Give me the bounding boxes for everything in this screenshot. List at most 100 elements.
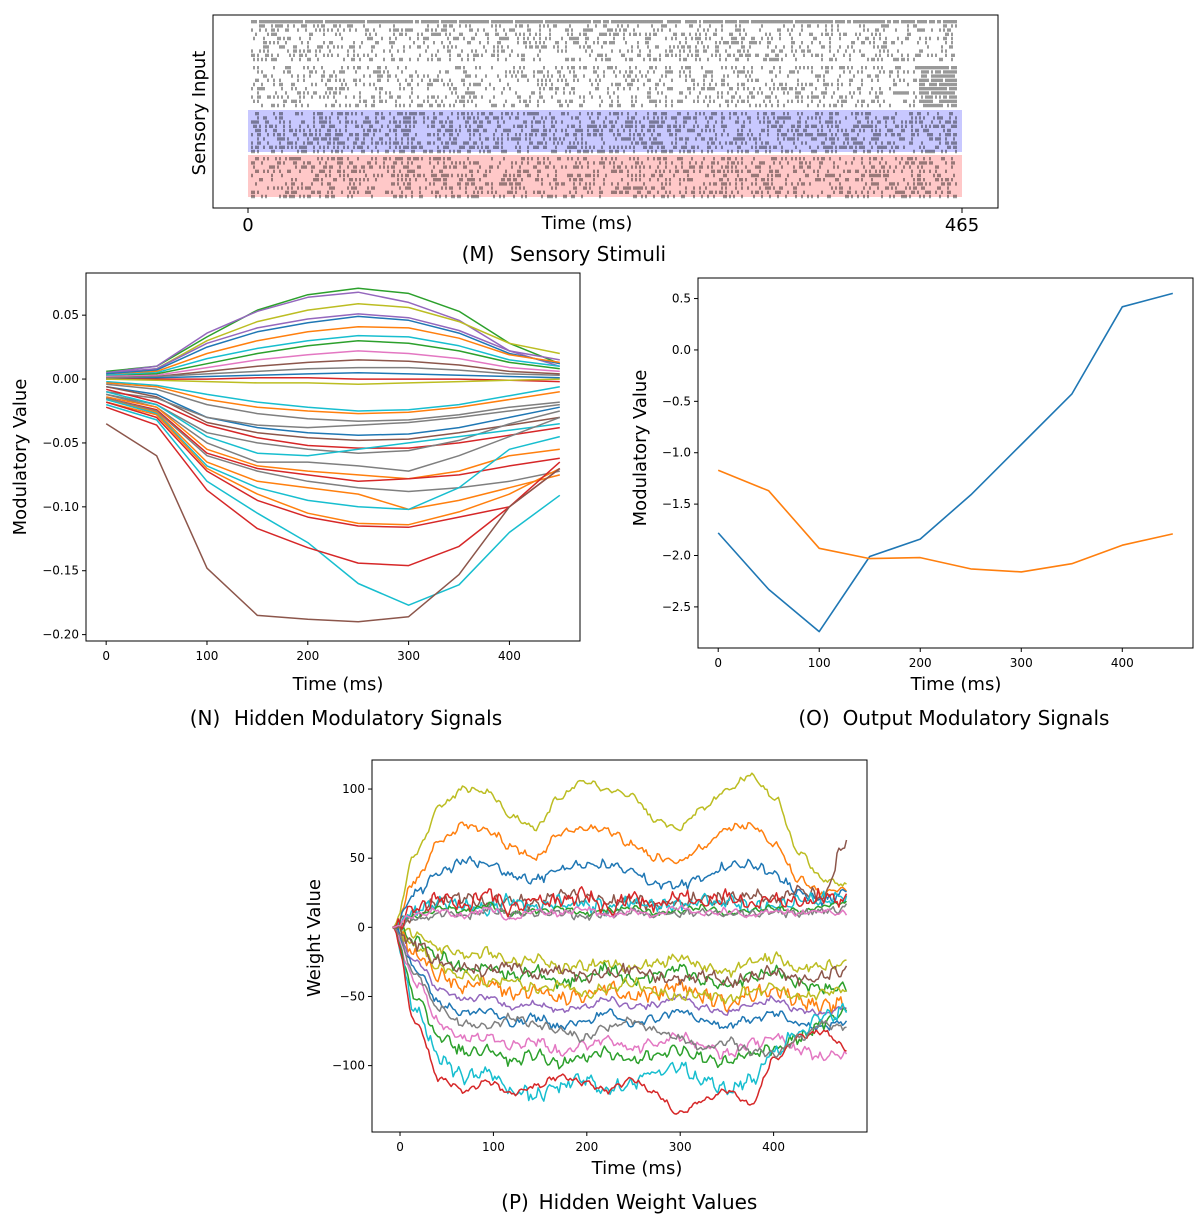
series-h26 (106, 397, 560, 483)
y-tick-label-3: −50 (340, 989, 365, 1003)
x-tick-label-300: 300 (397, 649, 420, 663)
x-tick-label-100: 100 (196, 649, 219, 663)
series-h10 (106, 359, 560, 379)
series-h31 (105, 401, 561, 529)
y-tick-label-2: 0 (357, 920, 365, 934)
series-h20 (106, 391, 560, 429)
series-w10 (392, 926, 847, 1015)
raster-highlight-band-3 (248, 110, 962, 152)
panel-n-caption-letter: (N) (190, 706, 221, 730)
panel-n-hidden-modulatory: 0 100 200 300 400 0.05 0.00 −0.05 −0.10 −0.15 −0.… (10, 272, 581, 730)
series-w8 (392, 926, 847, 978)
series-h8 (106, 339, 560, 378)
y-tick-label-1: 50 (350, 851, 365, 865)
y-tick-label-0: 0.5 (672, 292, 691, 306)
series-h25 (106, 396, 560, 480)
panel-m-y-label: Sensory Input (189, 51, 210, 176)
series-w18 (392, 925, 847, 1005)
panel-m-caption-text: Sensory Stimuli (510, 242, 666, 266)
raster-band-4 (251, 157, 957, 199)
raster-band-2 (251, 66, 957, 108)
series-h33 (105, 406, 561, 567)
series-h30 (106, 401, 561, 526)
series-w1 (392, 772, 847, 928)
series-w13 (392, 926, 848, 1062)
x-tick-label-0: 0 (396, 1140, 404, 1154)
series-w20 (392, 886, 848, 930)
series-h11 (106, 366, 560, 379)
series-output-2 (717, 469, 1173, 573)
raster-highlight-band-4 (248, 155, 962, 197)
panel-n-y-ticks: 0.05 0.00 −0.05 −0.10 −0.15 −0.20 (42, 308, 86, 642)
series-w9 (392, 926, 848, 995)
series-w3 (392, 855, 847, 929)
series-w16 (392, 926, 847, 1115)
panel-n-caption-text: Hidden Modulatory Signals (234, 706, 502, 730)
y-tick-label-4: −1.5 (662, 497, 691, 511)
panel-p-x-ticks: 0 100 200 300 400 (396, 1132, 785, 1154)
x-tick-label-100: 100 (482, 1140, 505, 1154)
panel-p-y-ticks: 100 50 0 −50 −100 (332, 782, 372, 1073)
panel-p-x-label: Time (ms) (591, 1158, 683, 1179)
x-tick-label-0: 0 (714, 656, 722, 670)
raster-spikes-band-1 (251, 20, 957, 62)
panel-m-x-ticks: 0 465 (242, 208, 979, 236)
series-h16 (106, 382, 560, 415)
panel-o-caption-letter: (O) (798, 706, 829, 730)
x-tick-label-300: 300 (669, 1140, 692, 1154)
panel-p-caption-letter: (P) (501, 1190, 529, 1214)
y-tick-label-2: −0.5 (662, 394, 691, 408)
series-w2 (392, 821, 848, 929)
panel-p-frame (371, 759, 868, 1133)
raster-bands (248, 110, 962, 197)
series-h4 (106, 313, 560, 374)
panel-p-hidden-weights: 0 100 200 300 400 100 50 0 −50 −100 Time (ms) We… (304, 759, 868, 1214)
panel-m-caption-letter: (M) (462, 242, 495, 266)
panel-o-caption-text: Output Modulatory Signals (843, 706, 1110, 730)
panel-n-y-label: Modulatory Value (10, 379, 31, 536)
series-h34 (105, 423, 561, 623)
raster-spikes (251, 20, 957, 199)
panel-p-y-label: Weight Value (304, 879, 325, 997)
panel-o-lines (717, 292, 1174, 633)
series-h5 (106, 315, 560, 375)
series-h27 (106, 397, 560, 493)
series-w11 (392, 926, 847, 1016)
series-w17 (392, 926, 847, 1059)
panel-p-caption-text: Hidden Weight Values (539, 1190, 758, 1214)
x-tick-label-400: 400 (498, 649, 521, 663)
x-tick-label-200: 200 (909, 656, 932, 670)
panel-o-frame (697, 277, 1194, 649)
panel-o-output-modulatory: 0 100 200 300 400 0.5 0.0 −0.5 −1.0 −1.5 −2.0 −2.5… (630, 277, 1194, 730)
series-h3 (106, 302, 560, 375)
y-tick-label-5: −2.0 (662, 549, 691, 563)
y-tick-label-2: −0.05 (42, 436, 79, 450)
panel-n-frame (85, 272, 581, 642)
x-tick-label-200: 200 (575, 1140, 598, 1154)
panel-o-x-ticks: 0 100 200 300 400 (714, 648, 1134, 670)
series-h14 (106, 378, 560, 385)
panel-m-frame (212, 14, 999, 209)
series-h15 (106, 380, 560, 412)
series-h9 (106, 350, 560, 378)
series-w19 (392, 926, 848, 988)
y-tick-label-6: −2.5 (662, 600, 691, 614)
series-h7 (106, 334, 560, 376)
panel-n-x-ticks: 0 100 200 300 400 (102, 641, 521, 663)
y-tick-label-3: −0.10 (42, 500, 79, 514)
series-w21 (392, 904, 848, 929)
series-h18 (106, 385, 560, 437)
series-h19 (106, 385, 560, 442)
raster-spikes-band-3 (251, 112, 957, 154)
y-tick-label-1: 0.0 (672, 343, 691, 357)
panel-m-sensory-stimuli: 0 465 Time (ms) Sensory Input (M) Sensor… (189, 14, 999, 266)
x-tick-label-100: 100 (808, 656, 831, 670)
x-tick-label-0: 0 (242, 215, 253, 236)
y-tick-label-0: 100 (342, 782, 365, 796)
panel-o-y-ticks: 0.5 0.0 −0.5 −1.0 −1.5 −2.0 −2.5 (662, 292, 698, 614)
raster-band-1 (251, 20, 957, 62)
x-tick-label-400: 400 (1111, 656, 1134, 670)
series-h23 (106, 391, 560, 457)
panel-m-x-label: Time (ms) (541, 213, 633, 234)
